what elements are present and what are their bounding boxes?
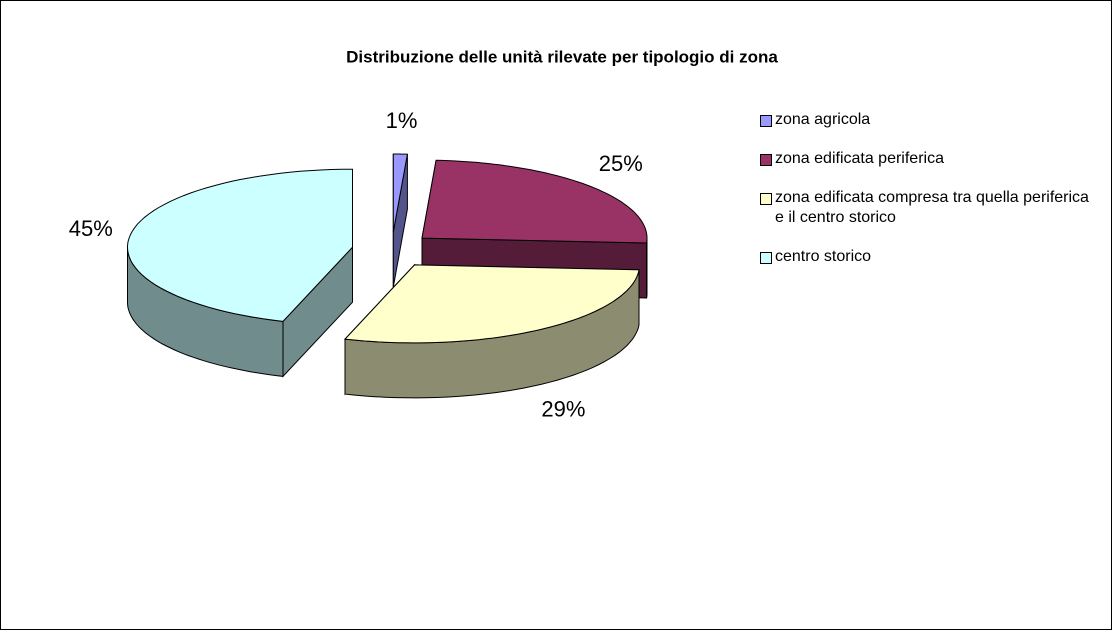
- data-label: 45%: [69, 216, 113, 241]
- slice: [392, 153, 408, 233]
- chart-title: Distribuzione delle unità rilevate per t…: [346, 47, 778, 66]
- legend-item: zona edificata periferica: [760, 149, 1100, 169]
- legend-label: zona edificata compresa tra quella perif…: [775, 189, 1089, 226]
- legend-label: zona agricola: [775, 111, 871, 128]
- legend: zona agricola zona edificata periferica zo…: [760, 110, 1100, 286]
- slice: [126, 168, 353, 322]
- data-label: 25%: [599, 151, 643, 176]
- legend-item: zona edificata compresa tra quella perif…: [760, 188, 1100, 228]
- legend-item: centro storico: [760, 247, 1100, 267]
- slice: [421, 159, 648, 244]
- data-label: 29%: [541, 397, 585, 422]
- slice: [343, 264, 640, 344]
- legend-label: zona edificata periferica: [775, 150, 944, 167]
- legend-swatch: [760, 154, 772, 166]
- legend-item: zona agricola: [760, 110, 1100, 130]
- legend-swatch: [760, 193, 772, 205]
- legend-swatch: [760, 115, 772, 127]
- data-label: 1%: [386, 108, 418, 133]
- legend-swatch: [760, 252, 772, 264]
- legend-label: centro storico: [775, 248, 872, 265]
